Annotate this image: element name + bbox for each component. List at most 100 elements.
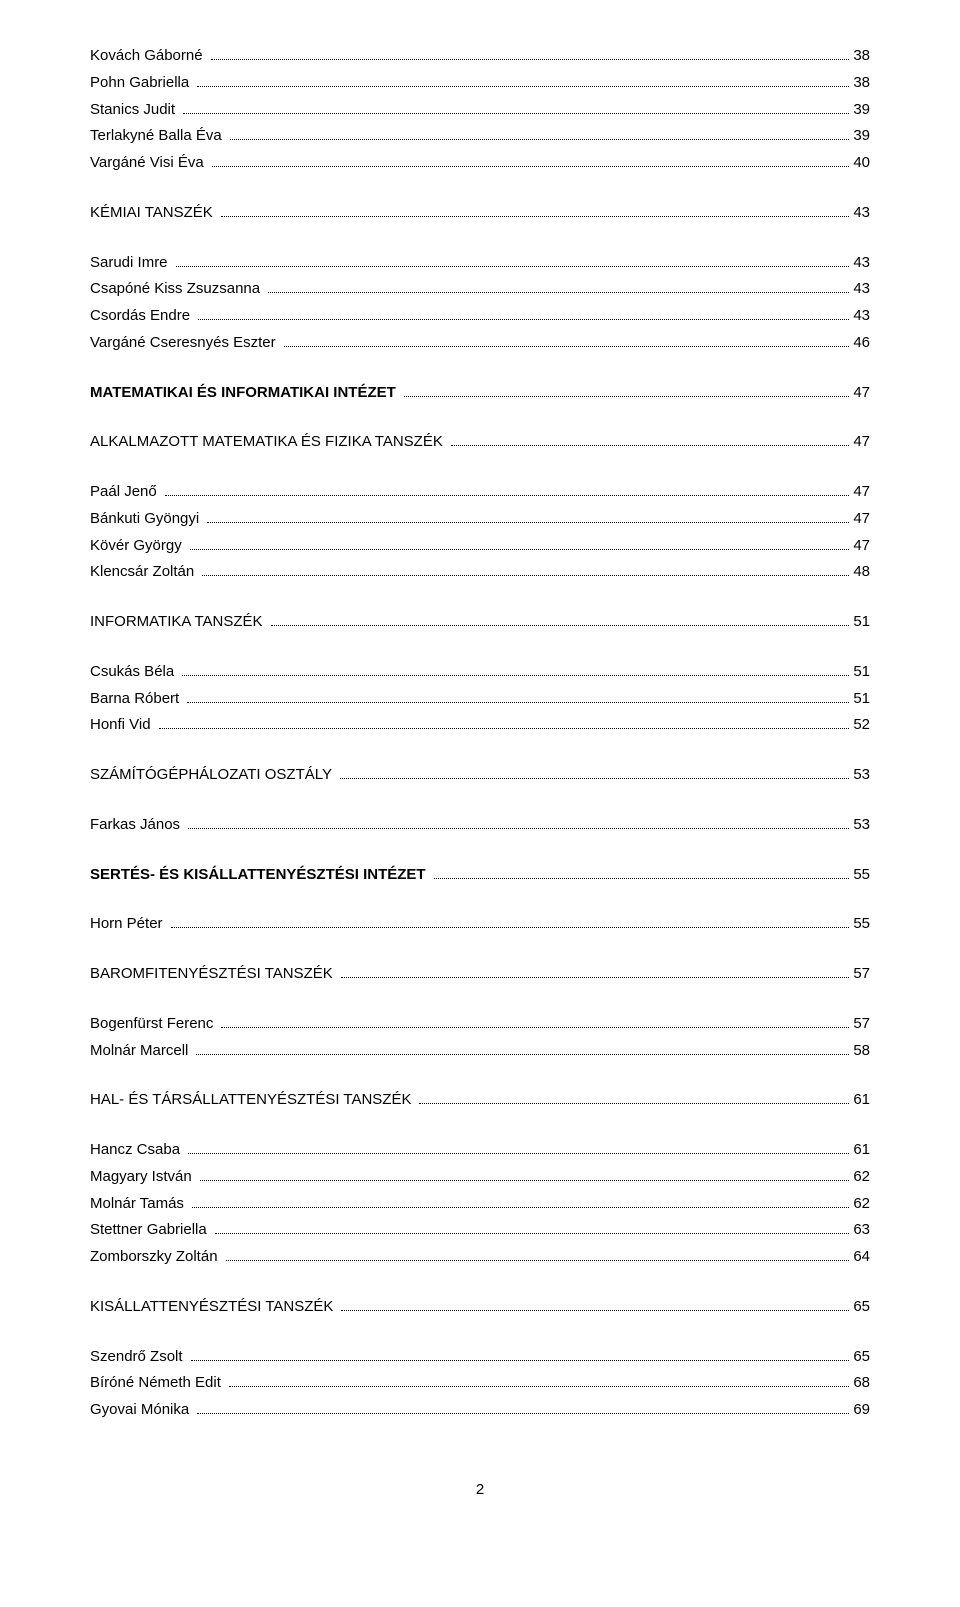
toc-line: Sarudi Imre43 <box>90 252 870 274</box>
toc-entry-page: 43 <box>853 305 870 327</box>
toc-gap <box>90 1273 870 1291</box>
toc-entry-page: 51 <box>853 688 870 710</box>
toc-entry-page: 51 <box>853 611 870 633</box>
toc-line: Kövér György 47 <box>90 535 870 557</box>
toc-dots <box>212 166 850 167</box>
toc-entry-label: Zomborszky Zoltán <box>90 1246 218 1268</box>
toc-entry-page: 64 <box>853 1246 870 1268</box>
toc-gap <box>90 229 870 247</box>
toc-dots <box>271 625 850 626</box>
toc-entry-label: Magyary István <box>90 1166 192 1188</box>
toc-entry-page: 47 <box>853 431 870 453</box>
toc-dots <box>159 728 850 729</box>
toc-gap <box>90 841 870 859</box>
toc-entry-label: Molnár Marcell <box>90 1040 188 1062</box>
toc-dots <box>229 1386 849 1387</box>
toc-line: Molnár Marcell58 <box>90 1040 870 1062</box>
toc-dots <box>341 1310 849 1311</box>
toc-line: BAROMFITENYÉSZTÉSI TANSZÉK57 <box>90 963 870 985</box>
toc-entry-page: 63 <box>853 1219 870 1241</box>
toc-entry-page: 47 <box>853 481 870 503</box>
toc-entry-label: Szendrő Zsolt <box>90 1346 183 1368</box>
toc-dots <box>434 878 850 879</box>
toc-entry-label: Klencsár Zoltán <box>90 561 194 583</box>
toc-gap <box>90 1323 870 1341</box>
toc-entry-label: Horn Péter <box>90 913 163 935</box>
page-number: 2 <box>90 1481 870 1498</box>
toc-entry-label: Vargáné Visi Éva <box>90 152 204 174</box>
toc-entry-label: Honfi Vid <box>90 714 151 736</box>
toc-line: Klencsár Zoltán 48 <box>90 561 870 583</box>
toc-entry-label: Stettner Gabriella <box>90 1219 207 1241</box>
toc-line: SZÁMÍTÓGÉPHÁLOZATI OSZTÁLY53 <box>90 764 870 786</box>
toc-entry-page: 46 <box>853 332 870 354</box>
toc-line: Paál Jenő 47 <box>90 481 870 503</box>
toc-gap <box>90 890 870 908</box>
toc-dots <box>341 977 850 978</box>
toc-gap <box>90 638 870 656</box>
toc-entry-label: Csapóné Kiss Zsuzsanna <box>90 278 260 300</box>
toc-gap <box>90 791 870 809</box>
toc-line: INFORMATIKA TANSZÉK 51 <box>90 611 870 633</box>
toc-entry-label: Farkas János <box>90 814 180 836</box>
toc-entry-label: Vargáné Cseresnyés Eszter <box>90 332 276 354</box>
toc-dots <box>215 1233 850 1234</box>
toc-dots <box>183 113 849 114</box>
toc-gap <box>90 588 870 606</box>
toc-gap <box>90 1116 870 1134</box>
toc-entry-label: Kövér György <box>90 535 182 557</box>
toc-gap <box>90 990 870 1008</box>
toc-entry-page: 48 <box>853 561 870 583</box>
toc-entry-page: 52 <box>853 714 870 736</box>
toc-gap <box>90 359 870 377</box>
toc-entry-page: 38 <box>853 72 870 94</box>
toc-dots <box>340 778 849 779</box>
toc-dots <box>200 1180 850 1181</box>
toc-entry-page: 47 <box>853 535 870 557</box>
toc-entry-page: 40 <box>853 152 870 174</box>
toc-dots <box>188 828 849 829</box>
toc-dots <box>207 522 849 523</box>
toc-dots <box>419 1103 849 1104</box>
toc-dots <box>187 702 849 703</box>
toc-gap <box>90 408 870 426</box>
toc-entry-label: Sarudi Imre <box>90 252 168 274</box>
toc-line: Kovách Gáborné38 <box>90 45 870 67</box>
toc-entry-label: INFORMATIKA TANSZÉK <box>90 611 263 633</box>
toc-entry-label: SZÁMÍTÓGÉPHÁLOZATI OSZTÁLY <box>90 764 332 786</box>
toc-entry-page: 61 <box>853 1089 870 1111</box>
toc-line: Csapóné Kiss Zsuzsanna43 <box>90 278 870 300</box>
toc-gap <box>90 1066 870 1084</box>
toc-line: Hancz Csaba61 <box>90 1139 870 1161</box>
toc-dots <box>197 1413 849 1414</box>
toc-entry-label: Stanics Judit <box>90 99 175 121</box>
toc-line: Csordás Endre43 <box>90 305 870 327</box>
toc-entry-label: Barna Róbert <box>90 688 179 710</box>
toc-dots <box>211 59 850 60</box>
toc-dots <box>171 927 850 928</box>
toc-line: KÉMIAI TANSZÉK43 <box>90 202 870 224</box>
toc-dots <box>451 445 849 446</box>
toc-line: Vargáné Visi Éva 40 <box>90 152 870 174</box>
toc-entry-label: SERTÉS- ÉS KISÁLLATTENYÉSZTÉSI INTÉZET <box>90 864 426 886</box>
toc-line: Horn Péter55 <box>90 913 870 935</box>
toc-line: Gyovai Mónika 69 <box>90 1399 870 1421</box>
toc-entry-label: Bogenfürst Ferenc <box>90 1013 213 1035</box>
toc-line: Farkas János53 <box>90 814 870 836</box>
toc-dots <box>226 1260 850 1261</box>
toc-entry-page: 38 <box>853 45 870 67</box>
toc-entry-page: 57 <box>853 1013 870 1035</box>
toc-line: KISÁLLATTENYÉSZTÉSI TANSZÉK65 <box>90 1296 870 1318</box>
toc-line: Stettner Gabriella 63 <box>90 1219 870 1241</box>
toc-line: Szendrő Zsolt65 <box>90 1346 870 1368</box>
toc-line: Bánkuti Gyöngyi47 <box>90 508 870 530</box>
toc-entry-label: Paál Jenő <box>90 481 157 503</box>
toc-dots <box>182 675 849 676</box>
toc-entry-label: Gyovai Mónika <box>90 1399 189 1421</box>
toc-line: Molnár Tamás62 <box>90 1193 870 1215</box>
toc-dots <box>230 139 850 140</box>
toc-dots <box>196 1054 849 1055</box>
toc-entry-page: 69 <box>853 1399 870 1421</box>
page: Kovách Gáborné38Pohn Gabriella38Stanics … <box>0 0 960 1558</box>
toc-gap <box>90 940 870 958</box>
